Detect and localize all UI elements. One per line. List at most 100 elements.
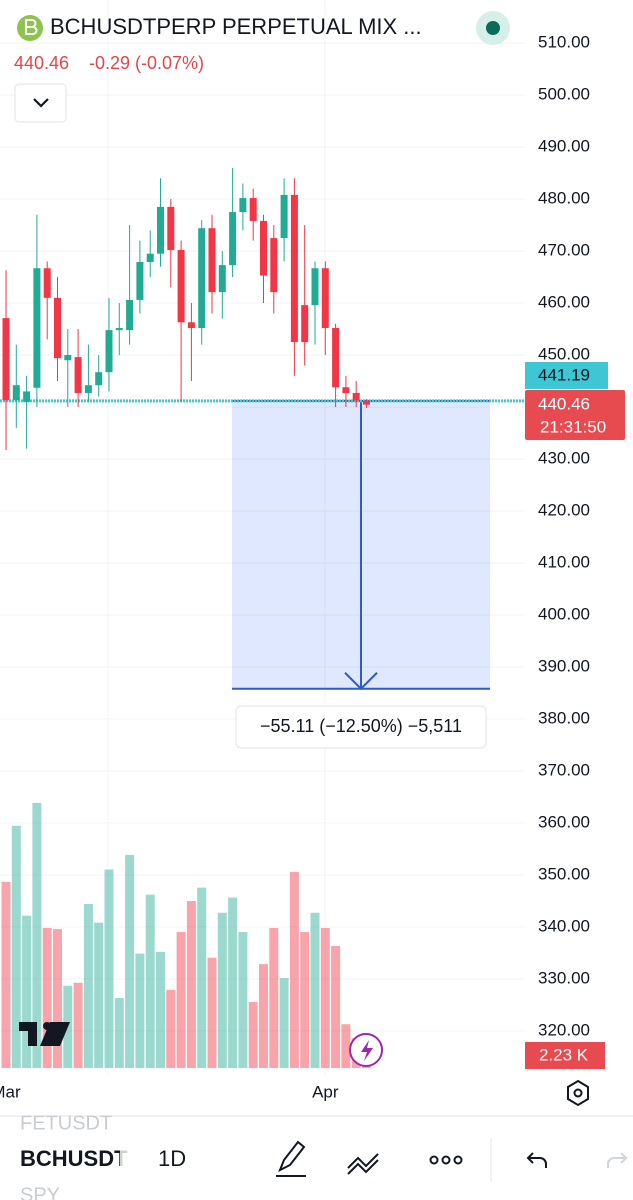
y-tick-label: 480.00 [538,189,590,208]
candle-body [218,265,226,293]
candle-body [280,194,288,239]
price-axis: 320.00 330.00 340.00 350.00 360.00 370.00 380.… [538,33,590,1040]
y-tick-label: 450.00 [538,345,590,364]
volume-bar [186,901,196,1068]
volume-bar [114,997,124,1068]
candle-body [64,355,72,361]
y-tick-label: 320.00 [538,1020,590,1039]
more-button[interactable] [429,1155,463,1165]
volume-bar [248,1002,258,1068]
volume-bar [156,951,165,1068]
candle-body [229,212,237,266]
prev-symbol[interactable]: FETUSDT [20,1112,112,1134]
candle-body [54,297,61,359]
candle-body [260,220,267,276]
candle-body [311,268,319,306]
last-price-box [525,362,608,389]
y-tick-label: 330.00 [538,968,590,987]
volume-bar [341,1024,351,1068]
candle-body [95,372,103,386]
candle-body [146,253,154,262]
volume-bar [83,903,93,1068]
candle-body [115,328,123,331]
settings-icon [573,1088,583,1098]
undo-button[interactable] [526,1152,547,1168]
last-price: 440.46 [14,53,69,73]
y-tick-label: 420.00 [538,500,590,519]
y-tick-label: 390.00 [538,656,590,675]
y-tick-label: 370.00 [538,760,590,779]
collapse-button[interactable] [14,83,67,123]
candle-body [321,268,329,329]
interval-button[interactable]: 1D [158,1146,186,1171]
candle-body [84,385,92,393]
volume-value-box [525,1042,605,1069]
y-tick-label: 470.00 [538,241,590,260]
candle-body [74,357,82,393]
tradingview-logo-dot [43,1022,51,1030]
symbol-title[interactable]: BCHUSDTPERP PERPETUAL MIX ... [50,14,422,39]
volume-bar [1,881,11,1068]
candle-body [43,268,51,298]
volume-bar [310,912,320,1068]
candle-body [290,194,298,343]
candle-body [12,385,20,401]
volume-bar [269,927,279,1068]
x-tick-label: Apr [312,1082,339,1101]
volume-bar [279,978,289,1068]
lightning-icon [361,1040,373,1061]
redo-button[interactable] [607,1152,628,1168]
candle-body [301,305,309,343]
y-tick-label: 490.00 [538,137,590,156]
volume-bar [217,912,227,1068]
candle-body [105,330,113,373]
symbol-fade [120,1135,140,1185]
y-tick-label: 500.00 [538,85,590,104]
candle-body [208,228,216,293]
y-tick-label: 380.00 [538,708,590,727]
volume-bar [320,927,330,1068]
measure-arrowhead [344,672,378,691]
volume-bar [53,929,62,1068]
volume-bar [135,953,145,1068]
candle-body [332,328,340,388]
candle-body [352,392,360,401]
measure-label-box [235,705,487,749]
y-tick-label: 410.00 [538,552,590,571]
volume-bar [125,854,135,1068]
volume-bar [207,957,217,1068]
y-tick-label: 430.00 [538,448,590,467]
draw-tool-button[interactable] [276,1140,306,1177]
plot-layer [0,167,525,691]
candle-body [198,228,206,329]
volume-bar [94,922,104,1068]
indicator-button[interactable] [347,1153,379,1175]
grid [0,0,525,1075]
volume-bar [32,803,42,1068]
volume-layer [1,803,371,1068]
volume-bar [42,927,52,1068]
tradingview-logo[interactable] [19,1022,70,1046]
candle-body [157,206,164,254]
volume-bar [176,931,186,1068]
settings-button[interactable] [567,1079,589,1107]
x-tick-label: Mar [0,1082,21,1101]
candle-body [363,400,370,405]
candle-body [2,318,10,401]
next-symbol[interactable]: SPY [20,1184,60,1200]
y-tick-label: 340.00 [538,916,590,935]
candle-body [249,198,257,221]
close-price-box [525,390,625,440]
candle-body [187,322,195,329]
volume-bar [73,982,83,1068]
candle-body [270,238,278,293]
volume-bar [145,894,155,1068]
candle-body [167,206,175,251]
volume-bar [22,915,32,1068]
candle-body [23,391,31,402]
volume-value-label: 2.23 K [539,1045,589,1064]
current-symbol[interactable]: BCHUSDT [20,1146,128,1171]
volume-bar [166,989,176,1068]
candle-body [136,261,144,300]
